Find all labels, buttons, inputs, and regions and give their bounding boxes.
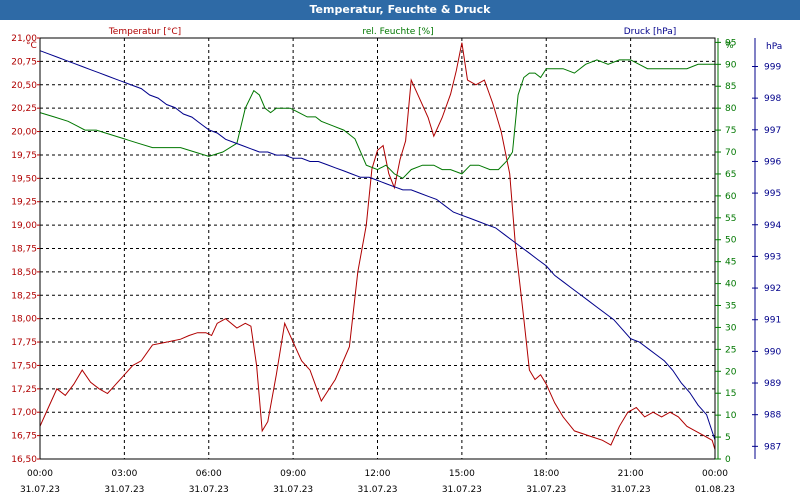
temperature-tick-label: 18,00 xyxy=(11,315,37,325)
grid xyxy=(40,38,715,459)
x-tick-date: 31.07.23 xyxy=(273,485,313,495)
window-title-bar: Temperatur, Feuchte & Druck xyxy=(0,0,800,20)
weather-chart: 00:00 31.07.23 03:00 31.07.23 06:00 31.07.23 0… xyxy=(11,27,782,495)
temperature-tick-label: 18,50 xyxy=(11,268,37,278)
temperature-tick-label: 19,75 xyxy=(11,151,37,161)
humidity-tick-label: 75 xyxy=(725,126,736,136)
humidity-tick-label: 55 xyxy=(725,214,736,224)
temperature-tick-label: 16,75 xyxy=(11,432,37,442)
humidity-tick-label: 10 xyxy=(725,411,737,421)
temperature-tick-label: 17,75 xyxy=(11,338,37,348)
humidity-tick-label: 50 xyxy=(725,236,737,246)
temperature-tick-label: 20,00 xyxy=(11,128,37,138)
humidity-tick-label: 85 xyxy=(725,82,736,92)
x-tick-time: 09:00 xyxy=(280,469,306,479)
temperature-tick-label: 19,00 xyxy=(11,221,37,231)
temperature-tick-label: 20,75 xyxy=(11,57,37,67)
x-tick-time: 06:00 xyxy=(196,469,222,479)
x-tick-time: 21:00 xyxy=(618,469,644,479)
temperature-tick-label: 17,50 xyxy=(11,361,37,371)
x-tick-date: 31.07.23 xyxy=(526,485,566,495)
humidity-tick-label: 0 xyxy=(725,455,731,465)
temperature-tick-label: 20,50 xyxy=(11,81,37,91)
axes-layer: 00:00 31.07.23 03:00 31.07.23 06:00 31.07.23 0… xyxy=(11,34,781,495)
series-layer xyxy=(39,42,716,450)
temperature-tick-label: 18,75 xyxy=(11,245,37,255)
x-tick-date: 31.07.23 xyxy=(189,485,229,495)
humidity-tick-label: 15 xyxy=(725,389,736,399)
x-tick-time: 12:00 xyxy=(365,469,391,479)
pressure-tick-label: 995 xyxy=(764,189,781,199)
pressure-tick-label: 989 xyxy=(764,379,781,389)
x-tick-time: 00:00 xyxy=(702,469,728,479)
humidity-tick-label: 25 xyxy=(725,345,736,355)
pressure-tick-label: 997 xyxy=(764,126,781,136)
humidity-tick-label: 5 xyxy=(725,433,731,443)
x-tick-date: 31.07.23 xyxy=(611,485,651,495)
humidity-tick-label: 65 xyxy=(725,170,736,180)
pressure-tick-label: 992 xyxy=(764,284,781,294)
x-tick-date: 31.07.23 xyxy=(357,485,397,495)
temperature-tick-label: 17,00 xyxy=(11,408,37,418)
humidity-tick-label: 95 xyxy=(725,38,736,48)
x-tick-date: 31.07.23 xyxy=(104,485,144,495)
pressure-unit-label: hPa xyxy=(766,42,782,52)
humidity-tick-label: 90 xyxy=(725,60,737,70)
pressure-tick-label: 990 xyxy=(764,347,781,357)
pressure-tick-label: 996 xyxy=(764,157,781,167)
humidity-unit-label: % xyxy=(725,41,734,51)
x-tick-date: 31.07.23 xyxy=(442,485,482,495)
humidity-tick-label: 45 xyxy=(725,258,736,268)
temperature-tick-label: 16,50 xyxy=(11,455,37,465)
temperature-tick-label: 21,00 xyxy=(11,34,37,44)
humidity-series-line xyxy=(39,59,715,179)
temperature-unit-label: °C xyxy=(26,41,37,51)
pressure-tick-label: 998 xyxy=(764,94,781,104)
x-tick-date: 01.08.23 xyxy=(695,485,735,495)
pressure-tick-label: 999 xyxy=(764,62,781,72)
humidity-tick-label: 60 xyxy=(725,192,737,202)
humidity-tick-label: 30 xyxy=(725,323,737,333)
temperature-tick-label: 20,25 xyxy=(11,104,37,114)
pressure-tick-label: 987 xyxy=(764,442,781,452)
x-tick-time: 03:00 xyxy=(111,469,137,479)
temperature-series-line xyxy=(39,42,716,450)
humidity-tick-label: 35 xyxy=(725,302,736,312)
x-tick-date: 31.07.23 xyxy=(20,485,60,495)
temperature-tick-label: 19,50 xyxy=(11,174,37,184)
x-tick-time: 15:00 xyxy=(449,469,475,479)
humidity-tick-label: 40 xyxy=(725,280,737,290)
humidity-tick-label: 20 xyxy=(725,367,737,377)
window-title: Temperatur, Feuchte & Druck xyxy=(309,3,491,16)
x-tick-time: 18:00 xyxy=(533,469,559,479)
temperature-tick-label: 18,25 xyxy=(11,291,37,301)
pressure-axis-label: Druck [hPa] xyxy=(624,27,677,37)
temperature-tick-label: 19,25 xyxy=(11,198,37,208)
pressure-tick-label: 988 xyxy=(764,411,781,421)
pressure-series-line xyxy=(39,50,716,441)
temperature-axis-label: Temperatur [°C] xyxy=(108,27,181,37)
pressure-tick-label: 994 xyxy=(764,221,781,231)
humidity-tick-label: 80 xyxy=(725,104,737,114)
humidity-axis-label: rel. Feuchte [%] xyxy=(362,27,433,37)
x-tick-time: 00:00 xyxy=(27,469,53,479)
humidity-tick-label: 70 xyxy=(725,148,737,158)
pressure-tick-label: 993 xyxy=(764,252,781,262)
temperature-tick-label: 17,25 xyxy=(11,385,37,395)
pressure-tick-label: 991 xyxy=(764,316,781,326)
